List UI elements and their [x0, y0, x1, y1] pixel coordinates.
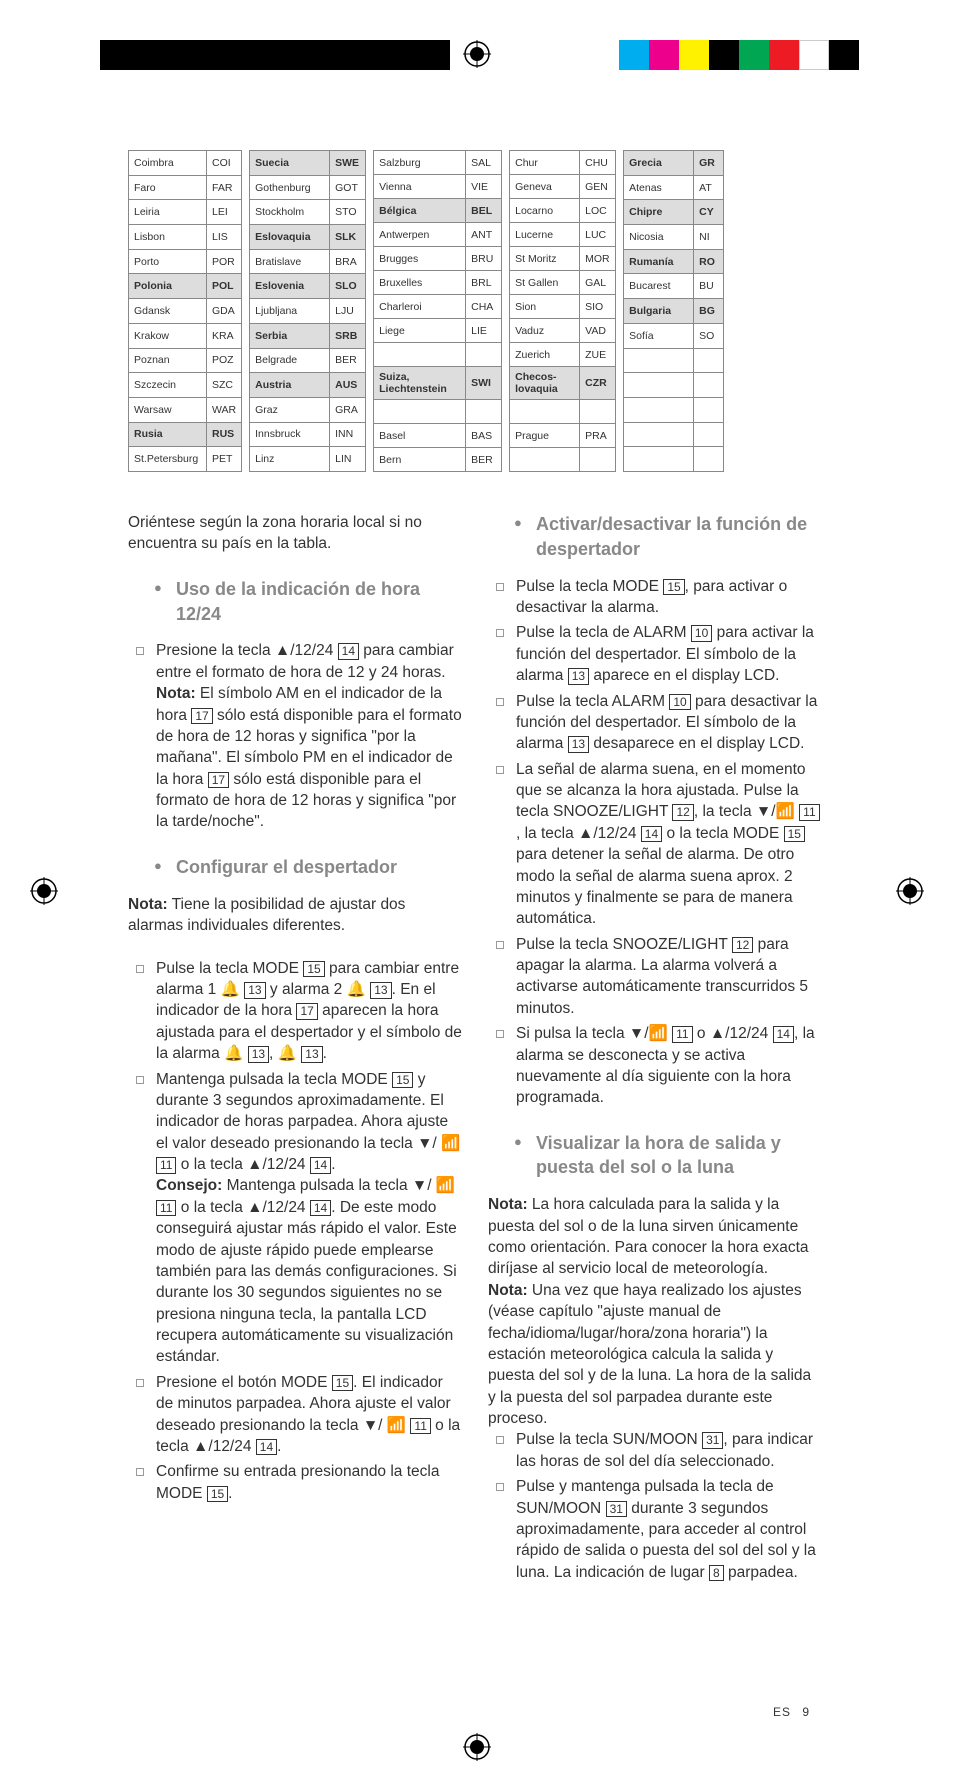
note-settings: Nota: Una vez que haya realizado los aju… — [488, 1280, 823, 1430]
instruction-item: Pulse y mantenga pulsada la tecla de SUN… — [488, 1476, 823, 1583]
registration-mark-bottom — [463, 1733, 491, 1765]
antenna-icon: 📶 — [649, 1025, 668, 1042]
footer-lang: ES — [773, 1705, 791, 1719]
right-column: Activar/desactivar la función de despert… — [488, 512, 823, 1587]
registration-mark-top — [463, 40, 491, 72]
black-print-bar — [100, 40, 450, 70]
instruction-item: Mantenga pulsada la tecla MODE 15 y dura… — [128, 1069, 463, 1368]
page: CoimbraCOIFaroFARLeiriaLEILisbonLISPorto… — [0, 0, 954, 1785]
instruction-item: Pulse la tecla SUN/MOON 31, para indicar… — [488, 1429, 823, 1472]
city-table: GreciaGRAtenasATChipreCYNicosiaNIRumanía… — [623, 150, 724, 472]
instruction-item: Si pulsa la tecla ▼/📶 11 o ▲/12/24 14, l… — [488, 1023, 823, 1109]
city-table: ChurCHUGenevaGENLocarnoLOCLucerneLUCSt M… — [509, 150, 616, 472]
instruction-item: La señal de alarma suena, en el momento … — [488, 759, 823, 930]
note-two-alarms: Nota: Tiene la posibilidad de ajustar do… — [128, 894, 463, 937]
content-area: CoimbraCOIFaroFARLeiriaLEILisbonLISPorto… — [128, 150, 828, 1587]
instruction-item: Pulse la tecla SNOOZE/LIGHT 12 para apag… — [488, 934, 823, 1020]
heading-alarm-toggle: Activar/desactivar la función de despert… — [512, 512, 823, 562]
text-columns: Oriéntese según la zona horaria local si… — [128, 512, 828, 1587]
left-column: Oriéntese según la zona horaria local si… — [128, 512, 463, 1587]
city-table: CoimbraCOIFaroFARLeiriaLEILisbonLISPorto… — [128, 150, 242, 472]
instruction-item: Confirme su entrada presionando la tecla… — [128, 1461, 463, 1504]
bell-icon: 🔔 — [224, 1045, 243, 1062]
antenna-icon: 📶 — [436, 1177, 455, 1194]
antenna-icon: 📶 — [387, 1417, 406, 1434]
registration-mark-right — [896, 877, 924, 909]
page-footer: ES 9 — [773, 1705, 809, 1719]
instruction-item: Pulse la tecla MODE 15 para cambiar entr… — [128, 958, 463, 1065]
heading-12-24: Uso de la indicación de hora 12/24 — [152, 577, 463, 627]
city-tables: CoimbraCOIFaroFARLeiriaLEILisbonLISPorto… — [128, 150, 828, 472]
registration-mark-left — [30, 877, 58, 909]
footer-page: 9 — [802, 1705, 809, 1719]
bell-icon: 🔔 — [347, 981, 366, 998]
heading-sun-moon: Visualizar la hora de salida y puesta de… — [512, 1131, 823, 1181]
antenna-icon: 📶 — [441, 1135, 460, 1152]
city-table: SalzburgSALViennaVIEBélgicaBELAntwerpenA… — [373, 150, 502, 472]
color-calibration-bars — [619, 40, 859, 70]
city-table: SueciaSWEGothenburgGOTStockholmSTOEslova… — [249, 150, 366, 472]
instruction-item: Pulse la tecla MODE 15, para activar o d… — [488, 576, 823, 619]
bell-icon: 🔔 — [221, 981, 240, 998]
note-calculated: Nota: La hora calculada para la salida y… — [488, 1194, 823, 1280]
instruction-item: Presione el botón MODE 15. El indicador … — [128, 1372, 463, 1458]
heading-alarm-config: Configurar el despertador — [152, 855, 463, 880]
instruction-item: Pulse la tecla de ALARM 10 para activar … — [488, 622, 823, 686]
instruction-item: Pulse la tecla ALARM 10 para desactivar … — [488, 691, 823, 755]
instruction-item: Presione la tecla ▲/12/24 14 para cambia… — [128, 640, 463, 832]
intro-text: Oriéntese según la zona horaria local si… — [128, 512, 463, 555]
bell-icon: 🔔 — [278, 1045, 297, 1062]
antenna-icon: 📶 — [776, 803, 795, 820]
